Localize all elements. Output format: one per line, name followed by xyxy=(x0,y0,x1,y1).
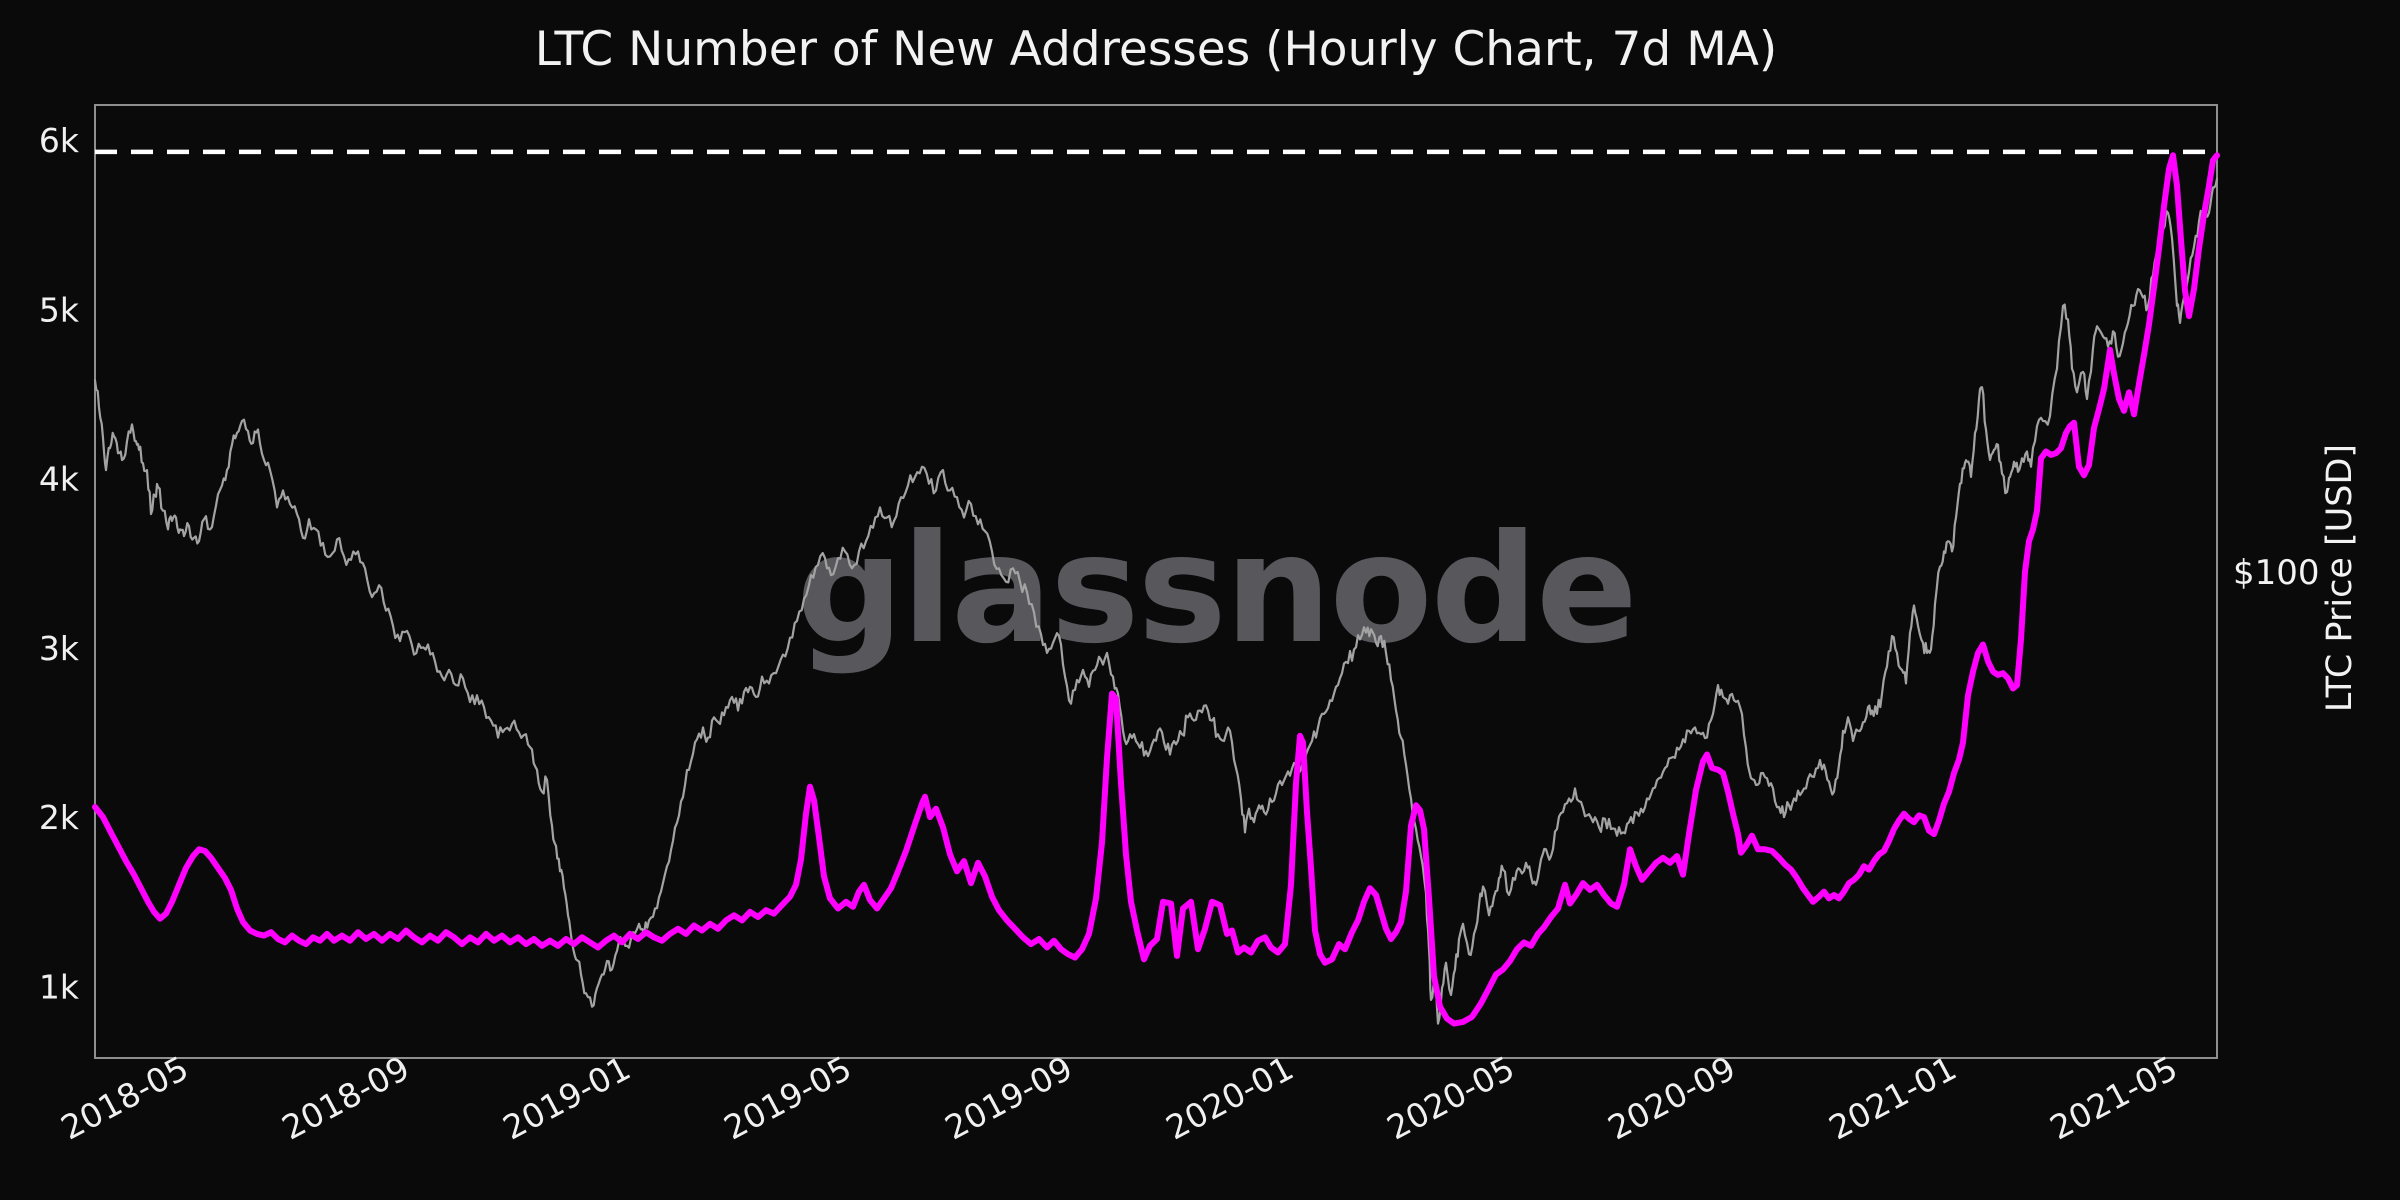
x-tick-label: 2020-05 xyxy=(1381,1048,1521,1147)
x-tick-label: 2018-09 xyxy=(276,1048,416,1147)
new-addresses-line xyxy=(92,152,2220,1027)
y-tick-label: 3k xyxy=(39,629,80,668)
glassnode-watermark-logo: glassnode xyxy=(796,503,1638,677)
x-tick-label: 2021-05 xyxy=(2044,1048,2184,1147)
y-tick-label: 4k xyxy=(39,460,80,499)
price-line xyxy=(93,177,2219,1025)
x-tick-label: 2020-09 xyxy=(1602,1048,1742,1147)
right-axis-price-tick: $100 xyxy=(2233,553,2320,593)
y-tick-label: 5k xyxy=(39,290,80,329)
x-tick-label: 2020-01 xyxy=(1160,1048,1300,1147)
y-tick-label: 2k xyxy=(39,798,80,837)
x-tick-label: 2019-01 xyxy=(497,1048,637,1147)
x-tick-label: 2019-09 xyxy=(939,1048,1079,1147)
chart-title: LTC Number of New Addresses (Hourly Char… xyxy=(534,22,1778,77)
x-tick-label: 2021-01 xyxy=(1823,1048,1963,1147)
plot-border xyxy=(94,104,2218,1059)
x-tick-label: 2019-05 xyxy=(718,1048,858,1147)
right-axis-title: LTC Price [USD] xyxy=(2320,443,2360,713)
y-tick-label: 1k xyxy=(39,967,80,1006)
y-tick-label: 6k xyxy=(39,121,80,160)
x-tick-label: 2018-05 xyxy=(55,1048,195,1147)
